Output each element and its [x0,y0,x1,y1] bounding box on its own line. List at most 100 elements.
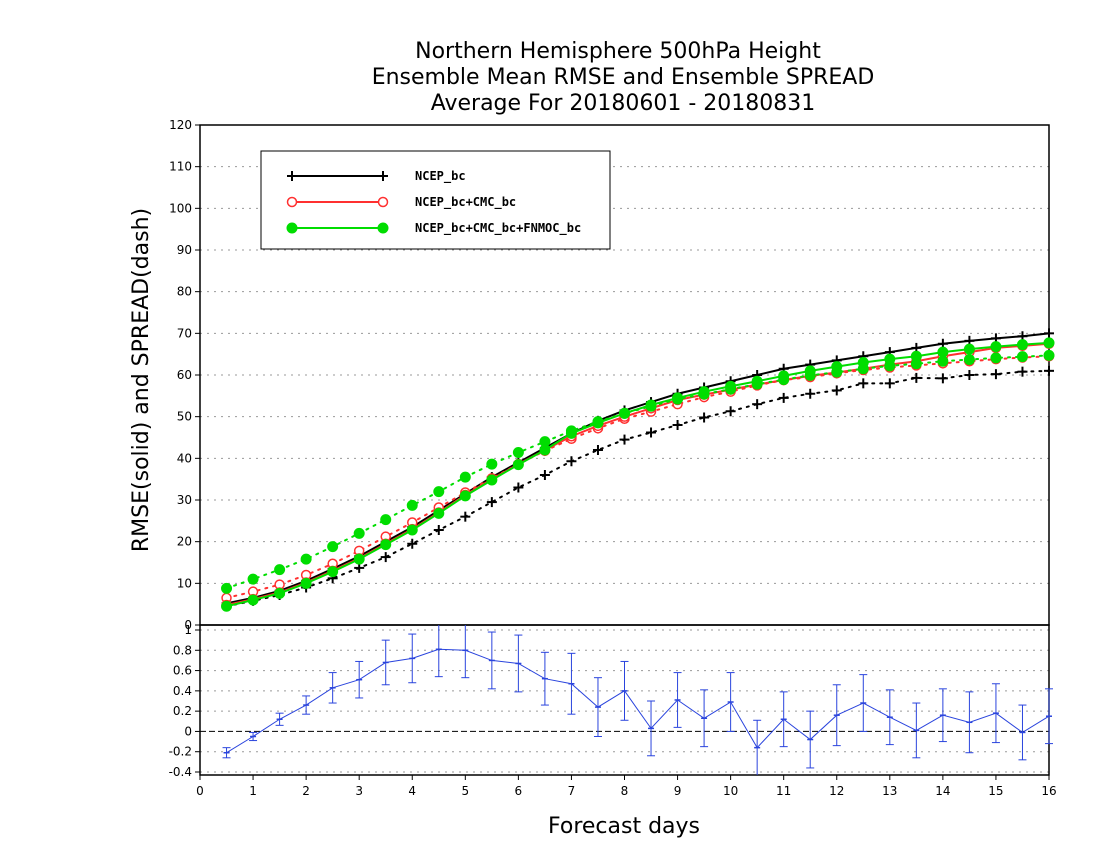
rmse-point [565,427,577,439]
y-axis-ticks-lower: -0.4 -0.2 0 0.2 0.4 0.6 0.8 1 [169,623,200,779]
error-bar [461,625,470,679]
legend-entry: NCEP_bc+CMC_bc [415,195,516,210]
spread-point [884,378,895,389]
rmse-point [1043,337,1055,349]
x-tick-label: 4 [408,784,416,798]
x-tick-label: 15 [988,784,1003,798]
spread-point [221,582,233,594]
x-axis-ticks: 0 1 2 3 4 5 6 7 8 9 10 11 12 13 14 15 16 [196,775,1057,798]
y-tick-label: 40 [177,451,192,465]
y-tick-label: 0 [184,618,192,632]
spread-point [937,355,949,367]
spread-point [353,527,365,539]
spread-point [300,553,312,565]
y-tick-label: 100 [169,201,192,215]
spread-point [1016,351,1028,363]
rmse-point [1044,328,1054,339]
series-2 [221,337,1055,612]
spread-point [964,370,975,380]
chart-title: Northern Hemisphere 500hPa Height Ensemb… [372,39,875,116]
y-tick-label-lower: 0.6 [173,664,192,678]
x-tick-label: 0 [196,784,204,798]
legend-marker [286,222,298,234]
spread-point [566,456,577,467]
y-tick-label: 120 [169,118,192,132]
spread-point [752,399,763,410]
spread-point [672,420,683,430]
spread-point [592,445,603,455]
rmse-point [645,399,657,411]
rmse-point [857,357,869,368]
spread-point [274,564,286,576]
rmse-point [990,341,1002,353]
title-line-3: Average For 20180601 - 20180831 [431,91,816,116]
x-tick-label: 16 [1041,784,1056,798]
y-tick-label: 70 [177,326,192,340]
x-tick-label: 9 [674,784,682,798]
x-tick-label: 2 [302,784,310,798]
y-tick-label: 80 [177,285,192,299]
legend-entry: NCEP_bc+CMC_bc+FNMOC_bc [415,221,581,236]
legend-marker [287,171,297,181]
spread-point [963,354,975,366]
rmse-point [433,507,445,519]
rmse-point [300,577,312,589]
spread-point [1043,349,1055,361]
y-axis-label: RMSE(solid) and SPREAD(dash) [129,208,154,552]
rmse-point [486,474,498,486]
spread-point [380,514,392,526]
spread-point [990,352,1002,364]
rmse-line [226,342,1050,606]
rmse-point [592,417,604,429]
spread-point [646,427,657,438]
y-tick-label-lower: 0.2 [173,704,192,718]
spread-point [247,573,259,585]
x-tick-label: 5 [461,784,469,798]
spread-point [513,482,524,493]
error-bar [434,625,443,678]
x-tick-label: 14 [935,784,950,798]
x-tick-label: 12 [829,784,844,798]
x-tick-label: 8 [621,784,629,798]
spread-point [805,388,816,399]
legend: NCEP_bc NCEP_bc+CMC_bc NCEP_bc+CMC_bc+FNMO… [260,150,611,250]
rmse-point [672,392,684,404]
spread-point [407,538,418,549]
rmse-point [910,350,922,362]
legend-box [260,150,611,250]
spread-point [459,471,471,483]
y-tick-label: 20 [177,535,192,549]
rmse-point [963,343,975,355]
rmse-point [937,346,949,358]
rmse-point [884,353,896,365]
x-tick-label: 7 [568,784,576,798]
x-tick-label: 3 [355,784,363,798]
rmse-point [778,370,790,382]
rmse-point [539,444,551,456]
spread-point [460,511,471,522]
series-0 [221,328,1054,612]
spread-point [539,470,550,480]
legend-marker [377,196,389,208]
spread-point [619,434,630,445]
rmse-point [619,407,630,419]
y-tick-label-lower: 0.8 [173,643,192,657]
spread-point [380,552,391,563]
rmse-point [512,459,524,471]
y-tick-label-lower: 0 [184,724,192,738]
spread-point [725,406,736,417]
x-tick-label: 13 [882,784,897,798]
title-line-2: Ensemble Mean RMSE and Ensemble SPREAD [372,65,875,90]
x-tick-label: 11 [776,784,791,798]
rmse-point [274,587,286,599]
rmse-point [327,566,339,578]
spread-point [831,385,842,396]
series-layer [221,328,1055,612]
rmse-point [353,553,365,565]
y-axis-ticks-upper: 0 10 20 30 40 50 60 70 80 90 100 110 120 [169,118,200,632]
rmse-point [459,490,471,502]
spread-point [778,392,789,403]
series-1 [221,338,1055,611]
legend-marker [378,171,388,181]
